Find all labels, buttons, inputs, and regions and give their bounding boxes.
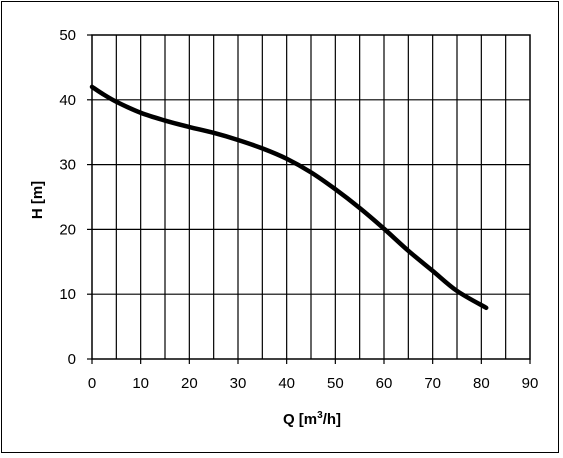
y-axis-label: H [m] [29,181,46,219]
y-tick-label: 50 [59,27,76,44]
x-tick-label: 80 [473,375,490,392]
y-tick-label: 10 [59,286,76,303]
series-line [89,84,489,311]
x-axis-label: Q [m3/h] [283,410,341,428]
x-tick-label: 50 [327,375,344,392]
y-tick-label: 0 [68,351,76,368]
x-tick-label: 90 [522,375,539,392]
x-tick-label: 10 [132,375,149,392]
plot-area [91,34,531,360]
y-tick-label: 20 [59,221,76,238]
x-axis-label-main: Q [m [283,411,317,428]
x-tick-label: 0 [88,375,96,392]
x-tick-label: 40 [278,375,295,392]
y-axis-ticks: 0 10 20 30 40 50 [59,27,92,368]
chart-frame [1,1,559,453]
x-tick-label: 60 [376,375,393,392]
x-tick-label: 70 [424,375,441,392]
y-tick-label: 40 [59,92,76,109]
x-tick-label: 30 [230,375,247,392]
y-tick-label: 30 [59,157,76,174]
grid [92,35,530,359]
x-axis-label-superscript: 3 [317,410,323,421]
x-tick-label: 20 [181,375,198,392]
x-axis-label-suffix: /h] [323,411,341,428]
x-axis-ticks: 0 10 20 30 40 50 60 70 80 90 [88,359,539,392]
